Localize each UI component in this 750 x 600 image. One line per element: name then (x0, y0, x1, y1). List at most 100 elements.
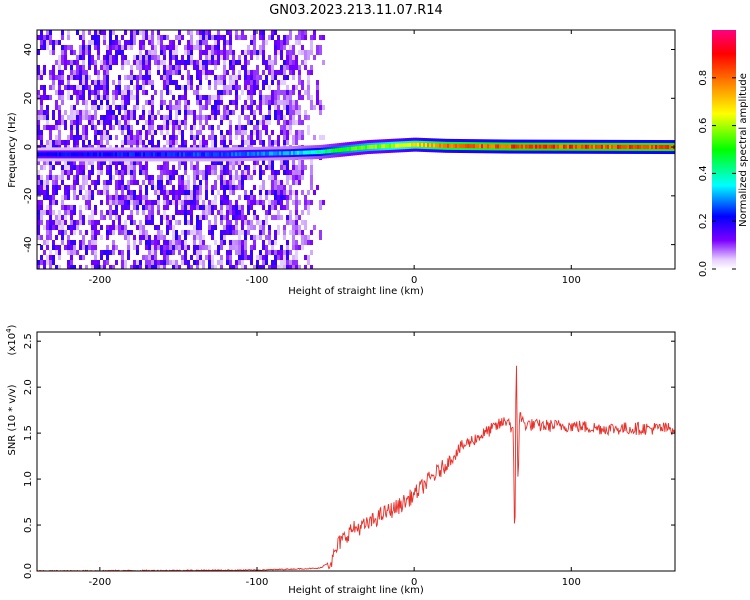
spectrogram-cell (115, 45, 118, 50)
spectrogram-cell (163, 45, 166, 55)
spectrogram-cell (187, 100, 190, 105)
spectrogram-ridge-segment (37, 152, 39, 157)
spectrogram-cell (298, 225, 301, 235)
spectrogram-cell (94, 35, 97, 45)
spectrogram-cell (88, 240, 91, 245)
spectrogram-ridge-segment (421, 142, 423, 147)
spectrogram-cell (160, 170, 163, 180)
spectrogram-cell (307, 90, 310, 95)
spectrogram-ridge-segment (661, 145, 663, 150)
snr-x-tick-label: 100 (562, 577, 581, 588)
spectrogram-cell (205, 165, 208, 170)
spectrogram-cell (67, 60, 70, 65)
spectrogram-cell (46, 115, 49, 120)
spectrogram-cell (268, 250, 271, 255)
spectrogram-cell (160, 50, 163, 55)
spectrogram-cell (148, 140, 151, 145)
spectrogram-cell (307, 240, 310, 245)
spectrogram-cell (226, 115, 229, 120)
spectrogram-cell (244, 65, 247, 75)
spectrogram-cell (139, 65, 142, 70)
spectrogram-cell (115, 40, 118, 45)
spectrogram-cell (91, 195, 94, 200)
spectrogram-cell (118, 40, 121, 45)
spectrogram-cell (109, 55, 112, 65)
spectrogram-cell (106, 165, 109, 170)
spectrogram-ridge-segment (495, 144, 497, 149)
spectrogram-ridge-segment (531, 144, 533, 149)
spectrogram-cell (301, 95, 304, 100)
spectrogram-cell (178, 105, 181, 110)
spectrogram-cell (253, 195, 256, 200)
spectrogram-cell (229, 250, 232, 255)
spectrogram-cell (118, 175, 121, 180)
spectrogram-cell (46, 220, 49, 230)
spectrogram-cell (130, 110, 133, 120)
spectrogram-cell (220, 135, 223, 140)
spectrogram-cell (295, 110, 298, 115)
spectrogram-cell (199, 140, 202, 145)
spectrogram-cell (301, 240, 304, 245)
spectrogram-cell (97, 35, 100, 45)
spectrogram-cell (175, 135, 178, 140)
spectrogram-ridge-segment (283, 151, 285, 156)
spectrogram-cell (247, 105, 250, 110)
spectrogram-ridge-segment (427, 143, 429, 148)
spectrogram-cell (160, 260, 163, 265)
spectrogram-cell (97, 120, 100, 125)
spectrogram-cell (271, 70, 274, 80)
spectrogram-cell (253, 235, 256, 240)
spectrogram-y-tick-label: 0 (23, 144, 34, 150)
spectrogram-cell (217, 260, 220, 265)
spectrogram-cell (301, 60, 304, 65)
spectrogram-cell (37, 120, 40, 125)
spectrogram-cell (157, 65, 160, 70)
spectrogram-cell (190, 60, 193, 65)
spectrogram-cell (268, 105, 271, 110)
spectrogram-cell (178, 245, 181, 250)
spectrogram-cell (112, 45, 115, 50)
spectrogram-cell (292, 110, 295, 115)
spectrogram-cell (121, 195, 124, 200)
spectrogram-cell (283, 45, 286, 50)
spectrogram-cell (115, 135, 118, 140)
spectrogram-ridge-segment (231, 152, 233, 157)
spectrogram-cell (106, 245, 109, 250)
spectrogram-cell (40, 245, 43, 250)
spectrogram-cell (70, 260, 73, 265)
spectrogram-cell (79, 255, 82, 260)
spectrogram-ridge-segment (629, 144, 631, 149)
spectrogram-cell (46, 235, 49, 240)
spectrogram-cell (163, 265, 166, 269)
spectrogram-y-tick-label: 40 (23, 43, 34, 56)
spectrogram-cell (49, 250, 52, 255)
spectrogram-cell (232, 185, 235, 190)
spectrogram-cell (184, 50, 187, 55)
spectrogram-cell (55, 125, 58, 130)
spectrogram-cell (244, 230, 247, 235)
spectrogram-cell (223, 50, 226, 60)
spectrogram-cell (73, 240, 76, 245)
spectrogram-cell (220, 165, 223, 170)
spectrogram-cell (91, 230, 94, 235)
spectrogram-cell (310, 40, 313, 50)
spectrogram-cell (100, 235, 103, 240)
spectrogram-cell (130, 215, 133, 220)
spectrogram-ridge-segment (617, 144, 619, 149)
spectrogram-cell (145, 230, 148, 240)
spectrogram-cell (97, 265, 100, 269)
spectrogram-cell (61, 70, 64, 75)
snr-multiplier-exp: 4 (5, 328, 13, 333)
spectrogram-cell (280, 250, 283, 255)
spectrogram-ridge-segment (145, 152, 147, 157)
spectrogram-cell (232, 190, 235, 195)
spectrogram-cell (46, 35, 49, 40)
spectrogram-cell (58, 130, 61, 140)
spectrogram-cell (211, 265, 214, 269)
spectrogram-cell (100, 105, 103, 110)
spectrogram-cell (139, 170, 142, 175)
spectrogram-cell (256, 125, 259, 130)
spectrogram-ridge-segment (133, 152, 135, 157)
spectrogram-cell (166, 105, 169, 110)
spectrogram-cell (58, 160, 61, 165)
